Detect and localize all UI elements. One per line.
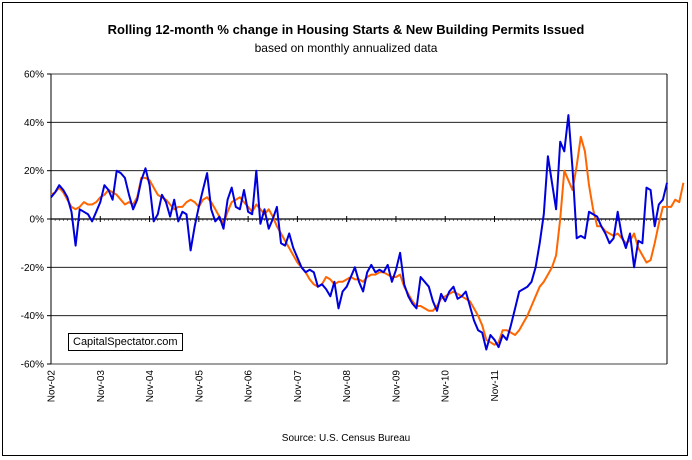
source-note: Source: U.S. Census Bureau (281, 433, 411, 444)
y-tick-label-4: -20% (21, 263, 44, 274)
watermark-label: CapitalSpectator.com (68, 333, 183, 351)
chart-subtitle: based on monthly annualized data (254, 41, 438, 55)
y-tick-label-5: -40% (21, 311, 44, 322)
x-tick-label-5: Nov-07 (293, 370, 304, 403)
chart-title: Rolling 12-month % change in Housing Sta… (107, 22, 585, 37)
x-tick-label-1: Nov-03 (96, 370, 107, 403)
series-line-starts (50, 114, 668, 351)
y-tick-label-0: 60% (24, 70, 44, 81)
x-tick-label-9: Nov-11 (490, 370, 501, 402)
chart-frame (2, 2, 688, 456)
x-tick-label-2: Nov-04 (145, 370, 156, 403)
y-tick-label-1: 40% (24, 118, 44, 129)
y-tick-label-6: -60% (21, 360, 44, 371)
x-tick-label-8: Nov-10 (441, 370, 452, 403)
x-axis-ticks: Nov-02 Nov-03 Nov-04 Nov-05 Nov-06 Nov-07 Nov-… (47, 216, 668, 402)
x-tick-label-3: Nov-05 (194, 370, 205, 403)
series-lines (50, 114, 685, 351)
x-tick-label-0: Nov-02 (47, 370, 58, 403)
y-tick-label-3: 0% (30, 215, 45, 226)
y-tick-label-2: 20% (24, 166, 44, 177)
x-tick-label-4: Nov-06 (244, 370, 255, 403)
y-axis-ticks: 60% 40% 20% 0% -20% -40% -60% (21, 70, 51, 371)
x-tick-label-6: Nov-08 (342, 370, 353, 403)
x-tick-label-7: Nov-09 (391, 370, 402, 403)
